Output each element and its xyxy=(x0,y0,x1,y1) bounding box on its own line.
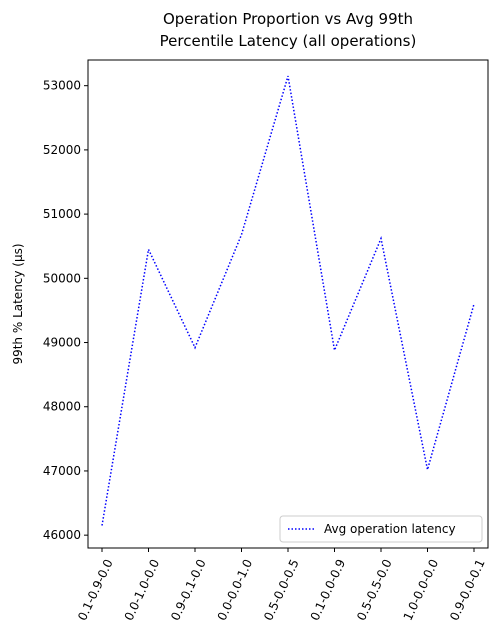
x-tick-label: 1.0-0.0-0.0 xyxy=(401,557,442,623)
x-tick-label: 0.1-0.0-0.9 xyxy=(308,557,349,623)
y-tick-label: 48000 xyxy=(43,400,81,414)
y-tick-label: 53000 xyxy=(43,79,81,93)
y-tick-label: 46000 xyxy=(43,528,81,542)
x-tick-label: 0.9-0.0-0.1 xyxy=(447,557,488,623)
y-axis-ticks: 46000 47000 48000 49000 50000 51000 52000 53000 xyxy=(43,79,88,542)
legend-box xyxy=(279,515,483,543)
legend-label: Avg operation latency xyxy=(324,522,456,536)
y-axis-label: 99th % Latency (µs) xyxy=(11,243,25,364)
y-tick-label: 49000 xyxy=(43,336,81,350)
x-tick-label: 0.9-0.1-0.0 xyxy=(168,557,209,623)
legend: Avg operation latency xyxy=(279,515,483,543)
y-tick-label: 47000 xyxy=(43,464,81,478)
series-layer xyxy=(101,75,475,526)
y-tick-label: 52000 xyxy=(43,143,81,157)
x-tick-label: 0.0-0.0-1.0 xyxy=(215,557,256,623)
x-tick-label: 0.5-0.0-0.5 xyxy=(261,557,302,623)
series-line xyxy=(101,75,475,526)
x-tick-label: 0.1-0.9-0.0 xyxy=(75,557,116,623)
plot-frame xyxy=(87,59,489,549)
x-tick-label: 0.0-1.0-0.0 xyxy=(122,557,163,623)
y-tick-label: 50000 xyxy=(43,271,81,285)
x-axis-ticks: 0.1-0.9-0.0 0.0-1.0-0.0 0.9-0.1-0.0 0.0-0.0… xyxy=(75,548,488,623)
chart-title-line-1: Operation Proportion vs Avg 99th xyxy=(163,10,413,28)
chart-title: Operation Proportion vs Avg 99th Percent… xyxy=(160,10,417,50)
x-tick-label: 0.5-0.5-0.0 xyxy=(354,557,395,623)
chart-title-line-2: Percentile Latency (all operations) xyxy=(160,32,417,50)
y-tick-label: 51000 xyxy=(43,207,81,221)
